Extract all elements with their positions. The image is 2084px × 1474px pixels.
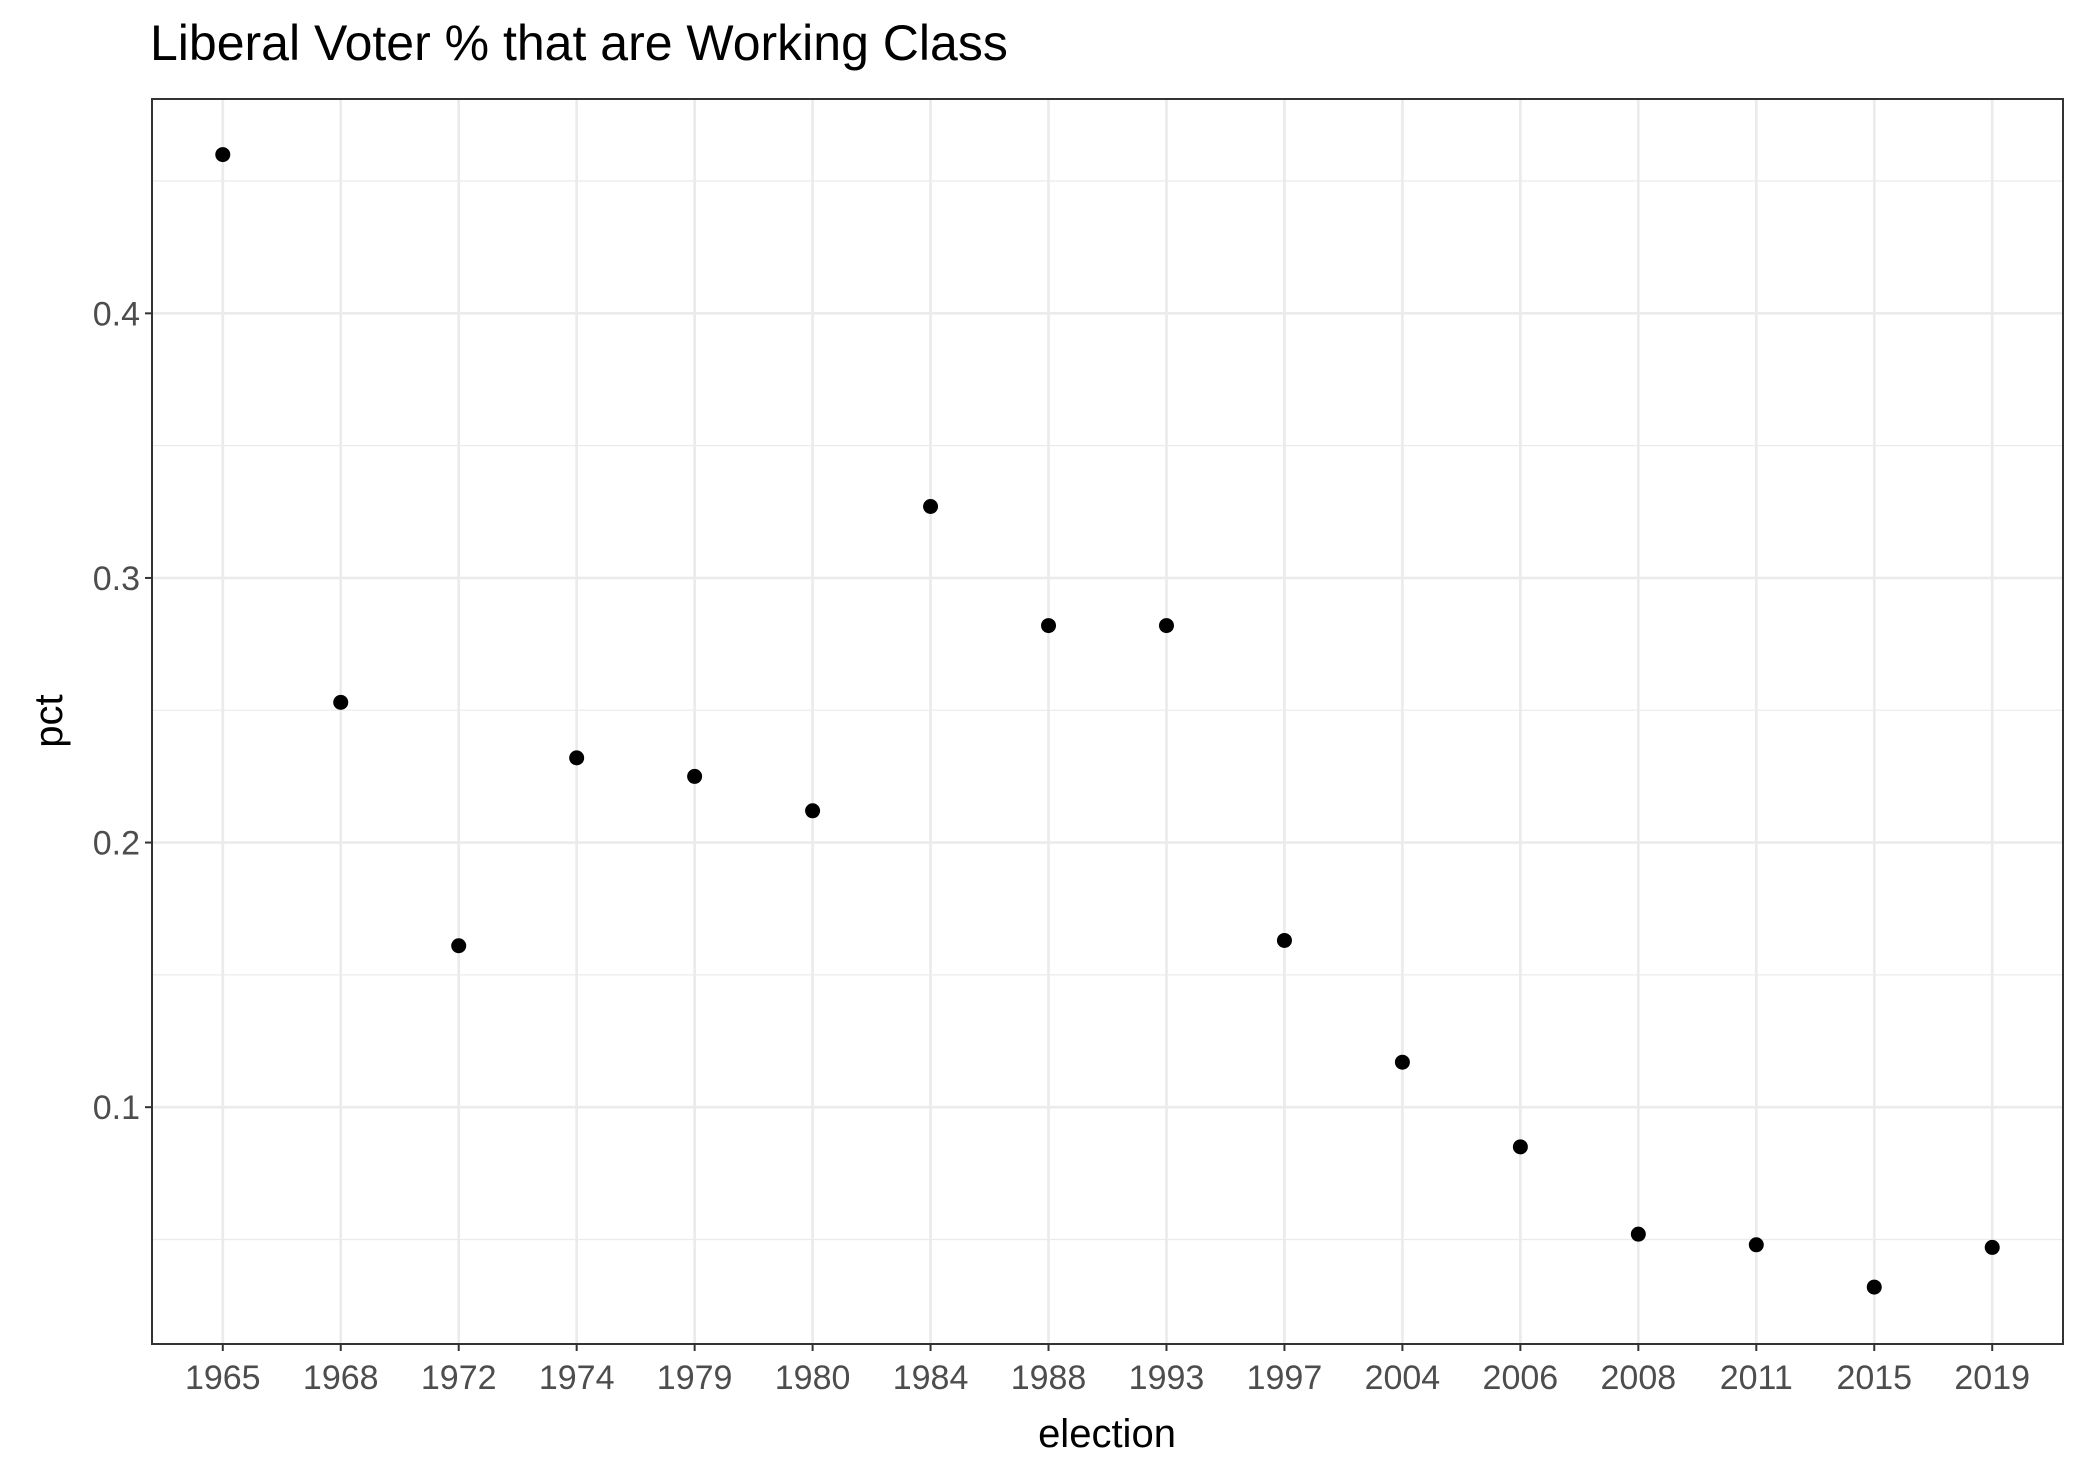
data-point [215,147,231,163]
x-tick-label: 2015 [1836,1359,1912,1397]
x-tick-label: 1997 [1247,1359,1323,1397]
data-point [1984,1239,2000,1255]
data-points [215,147,2000,1295]
data-point [923,499,939,515]
x-tick-label: 2004 [1365,1359,1441,1397]
data-point [1394,1054,1410,1070]
x-axis-title: election [1038,1412,1176,1456]
x-tick-label: 2019 [1954,1359,2030,1397]
data-point [1276,932,1292,948]
data-point [1158,618,1174,634]
y-tick-label: 0.1 [93,1089,140,1127]
x-tick-label: 1980 [775,1359,851,1397]
panel-border [151,98,2064,1345]
y-tick-label: 0.2 [93,825,140,863]
data-point [333,694,349,710]
data-point [569,750,585,766]
data-point [805,803,821,819]
x-tick-label: 2011 [1720,1359,1793,1397]
data-point [1748,1237,1764,1253]
x-tick-label: 2006 [1483,1359,1559,1397]
x-tick-label: 1979 [657,1359,733,1397]
x-tick-label: 1988 [1011,1359,1087,1397]
data-point [1866,1279,1882,1295]
y-tick-label: 0.3 [93,560,140,598]
x-tick-label: 1965 [185,1359,261,1397]
data-point [1512,1139,1528,1155]
data-point [1041,618,1057,634]
x-tick-label: 1993 [1129,1359,1205,1397]
major-gridlines [152,99,2063,1344]
y-axis-title: pct [27,694,71,747]
x-axis-ticks: 1965 1968 1972 1974 1979 1980 1984 1988 1993 1997… [185,1344,2030,1397]
x-tick-label: 1972 [421,1359,497,1397]
data-point [1630,1226,1646,1242]
x-tick-label: 1974 [539,1359,615,1397]
x-tick-label: 1984 [893,1359,969,1397]
data-point [451,938,467,954]
minor-gridlines [152,180,2063,1241]
x-tick-label: 2008 [1601,1359,1677,1397]
y-axis-ticks: 0.1 0.2 0.3 0.4 [93,295,152,1127]
y-tick-label: 0.4 [93,295,140,333]
x-tick-label: 1968 [303,1359,379,1397]
data-point [687,768,703,784]
chart-title: Liberal Voter % that are Working Class [150,15,1008,71]
